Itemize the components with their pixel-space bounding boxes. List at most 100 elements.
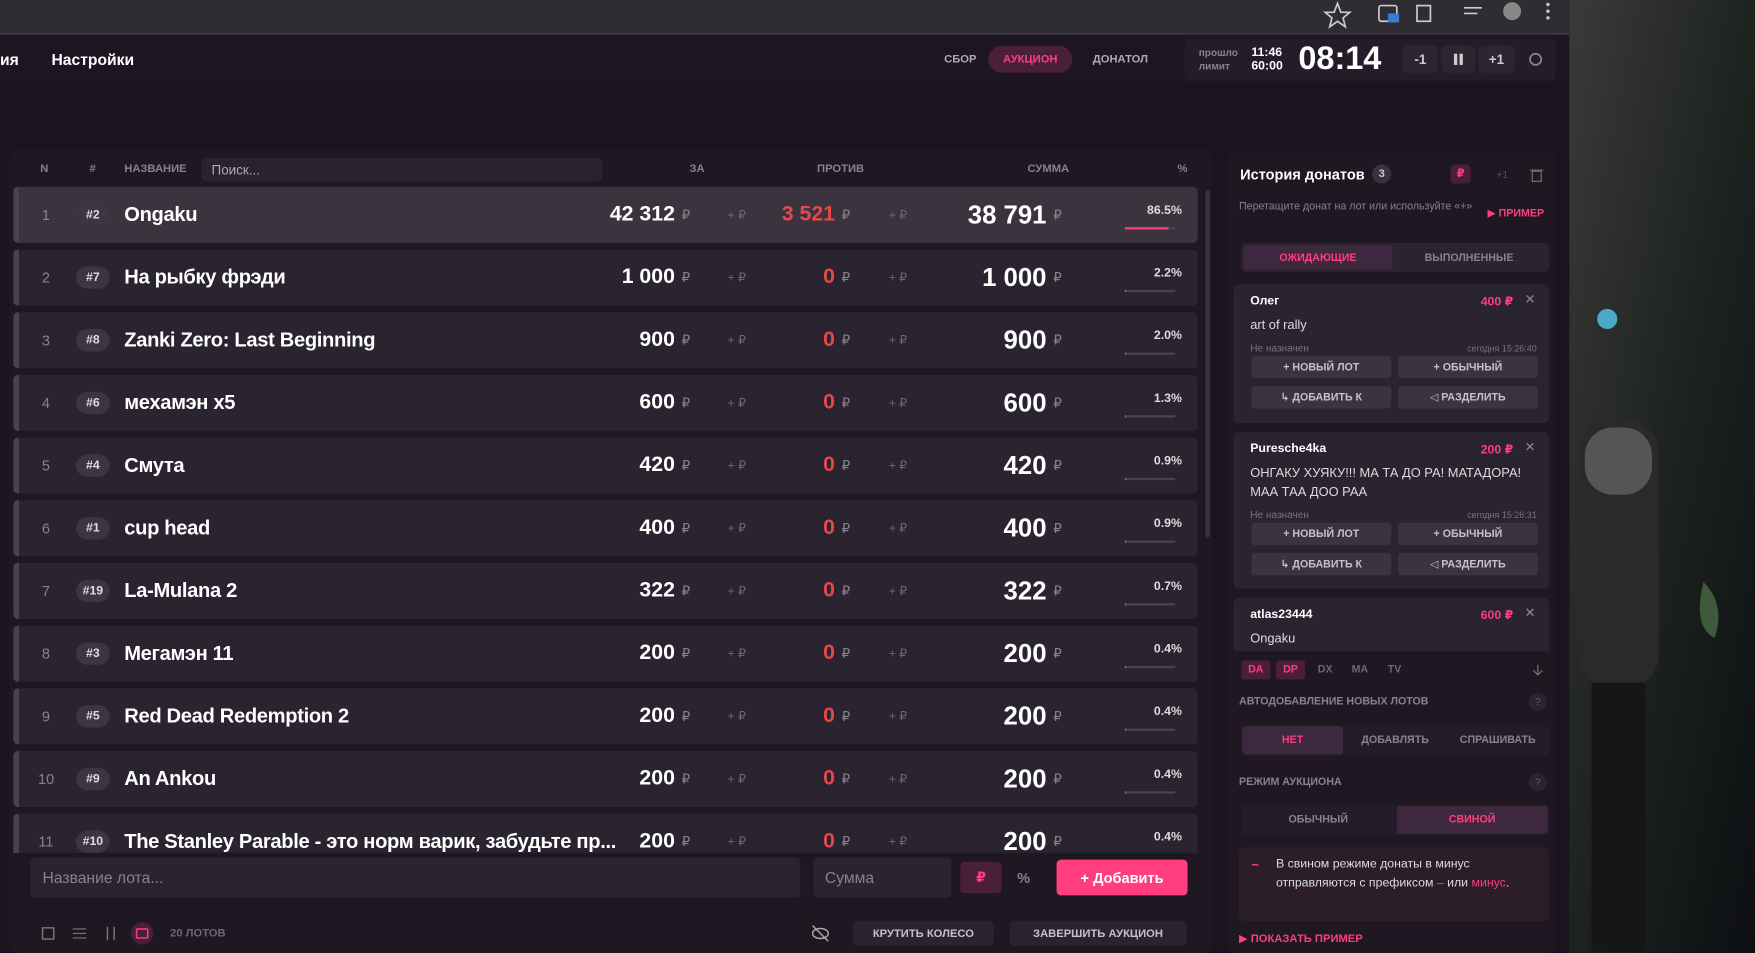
donation-action[interactable]: ◁ РАЗДЕЛИТЬ <box>1397 386 1538 409</box>
add-amount[interactable]: + ₽ <box>727 208 746 223</box>
donation-amount: 600 ₽ <box>1480 608 1514 623</box>
add-against[interactable]: + ₽ <box>888 522 908 536</box>
lot-name-input[interactable] <box>30 857 801 898</box>
plus-filter[interactable]: +1 <box>1496 169 1508 181</box>
add-amount[interactable]: + ₽ <box>727 522 746 536</box>
donation-action[interactable]: + НОВЫЙ ЛОТ <box>1251 355 1392 379</box>
add-against[interactable]: + ₽ <box>888 334 908 348</box>
browser-bar <box>0 0 1570 35</box>
lot-row[interactable] <box>13 186 1198 243</box>
donations-tab[interactable]: ОЖИДАЮЩИЕ <box>1243 245 1393 270</box>
mode-tab[interactable]: АУКЦИОН <box>988 45 1073 73</box>
dismiss[interactable] <box>1524 603 1535 617</box>
lot-row[interactable] <box>13 437 1198 494</box>
donation-action[interactable]: ↳ ДОБАВИТЬ К <box>1251 386 1392 409</box>
currency-toggle[interactable]: ₽ <box>960 861 1002 894</box>
add-against[interactable]: + ₽ <box>888 208 908 223</box>
clear-button[interactable] <box>1530 167 1544 183</box>
lot-id: #19 <box>76 579 110 603</box>
view-icons[interactable] <box>34 920 163 947</box>
add-against[interactable]: + ₽ <box>888 647 908 661</box>
add-amount[interactable]: + ₽ <box>727 584 746 599</box>
add-against[interactable]: + ₽ <box>888 835 908 849</box>
add-button[interactable]: + Добавить <box>1056 859 1188 896</box>
add-amount[interactable]: + ₽ <box>727 396 746 411</box>
lot-name: cup head <box>124 516 211 539</box>
option[interactable]: ДОБАВЛЯТЬ <box>1361 734 1429 747</box>
source-filter[interactable]: DP <box>1275 660 1306 680</box>
lot-index: 6 <box>41 519 50 537</box>
source-filter[interactable]: DX <box>1317 663 1333 677</box>
help-icon[interactable]: ? <box>1528 692 1547 711</box>
option[interactable]: СВИНОЙ <box>1396 805 1548 834</box>
add-amount[interactable]: + ₽ <box>727 772 746 787</box>
mode-tab[interactable]: ДОНАТОЛ <box>1092 53 1148 66</box>
setting-label: РЕЖИМ АУКЦИОНА <box>1239 776 1342 789</box>
add-amount[interactable]: + ₽ <box>727 647 746 661</box>
lot-row[interactable] <box>13 625 1198 682</box>
lot-sum: 400 <box>1003 513 1047 543</box>
donation-action[interactable]: ◁ РАЗДЕЛИТЬ <box>1397 552 1538 576</box>
lot-id: #3 <box>76 642 110 665</box>
timer-plus[interactable]: +1 <box>1478 45 1515 73</box>
lot-row[interactable] <box>13 813 1198 853</box>
help-icon[interactable]: ? <box>1528 773 1547 792</box>
add-against[interactable]: + ₽ <box>888 772 908 787</box>
add-amount[interactable]: + ₽ <box>727 710 746 724</box>
lot-percent: 0.4% <box>1153 642 1182 656</box>
hide-toggle[interactable] <box>809 923 831 943</box>
add-against[interactable]: + ₽ <box>888 271 908 285</box>
option[interactable]: НЕТ <box>1242 726 1343 755</box>
dismiss[interactable] <box>1524 438 1535 451</box>
lot-sum: 200 <box>1003 701 1047 731</box>
nav-link[interactable]: ия <box>0 50 19 69</box>
timer-pause[interactable] <box>1441 45 1476 73</box>
search-input[interactable] <box>201 157 603 182</box>
sum-input[interactable] <box>813 857 952 898</box>
currency-filter[interactable]: ₽ <box>1450 164 1471 184</box>
show-example[interactable]: ▶ ПОКАЗАТЬ ПРИМЕР <box>1239 932 1363 946</box>
lot-row[interactable] <box>13 751 1198 807</box>
currency: ₽ <box>841 395 851 411</box>
lot-sum: 200 <box>1003 826 1047 853</box>
donation-action[interactable]: + НОВЫЙ ЛОТ <box>1251 522 1392 546</box>
dismiss[interactable] <box>1524 290 1535 303</box>
donation-action[interactable]: + ОБЫЧНЫЙ <box>1397 355 1538 379</box>
percent-toggle[interactable]: % <box>1017 869 1031 886</box>
mode-tab[interactable]: СБОР <box>944 53 977 66</box>
donations-tab[interactable]: ВЫПОЛНЕННЫЕ <box>1424 251 1514 264</box>
lot-row[interactable] <box>13 312 1198 369</box>
search-placeholder[interactable]: Поиск... <box>211 162 260 178</box>
lot-row[interactable] <box>13 500 1198 557</box>
lot-row[interactable] <box>13 688 1198 745</box>
option[interactable]: ОБЫЧНЫЙ <box>1288 813 1348 827</box>
add-amount[interactable]: + ₽ <box>727 835 746 849</box>
add-amount[interactable]: + ₽ <box>727 271 746 285</box>
currency: ₽ <box>841 332 851 349</box>
spin-button[interactable]: КРУТИТЬ КОЛЕСО <box>852 921 994 946</box>
source-filter[interactable]: DA <box>1241 660 1271 680</box>
add-against[interactable]: + ₽ <box>888 710 908 724</box>
sum-placeholder[interactable]: Сумма <box>824 868 875 887</box>
lot-row[interactable] <box>13 374 1198 431</box>
source-filter[interactable]: MA <box>1351 663 1369 677</box>
collapse[interactable] <box>1531 663 1544 676</box>
lot-row[interactable] <box>13 562 1198 619</box>
donation-card[interactable] <box>1233 597 1550 652</box>
timer-reset[interactable] <box>1524 48 1546 70</box>
lot-row[interactable] <box>13 249 1198 306</box>
donation-action[interactable]: ↳ ДОБАВИТЬ К <box>1251 552 1392 576</box>
add-amount[interactable]: + ₽ <box>727 334 746 348</box>
add-against[interactable]: + ₽ <box>888 584 908 599</box>
source-filter[interactable]: TV <box>1387 663 1402 677</box>
example-link[interactable]: ▶ ПРИМЕР <box>1487 207 1545 220</box>
add-against[interactable]: + ₽ <box>888 459 908 473</box>
lot-name-placeholder[interactable]: Название лота... <box>42 868 164 887</box>
nav-link[interactable]: Настройки <box>51 50 135 69</box>
add-against[interactable]: + ₽ <box>888 396 908 411</box>
add-amount[interactable]: + ₽ <box>727 459 746 473</box>
donation-action[interactable]: + ОБЫЧНЫЙ <box>1397 522 1538 546</box>
timer-minus[interactable]: -1 <box>1402 45 1439 73</box>
option[interactable]: СПРАШИВАТЬ <box>1459 734 1536 747</box>
finish-button[interactable]: ЗАВЕРШИТЬ АУКЦИОН <box>1009 921 1187 946</box>
